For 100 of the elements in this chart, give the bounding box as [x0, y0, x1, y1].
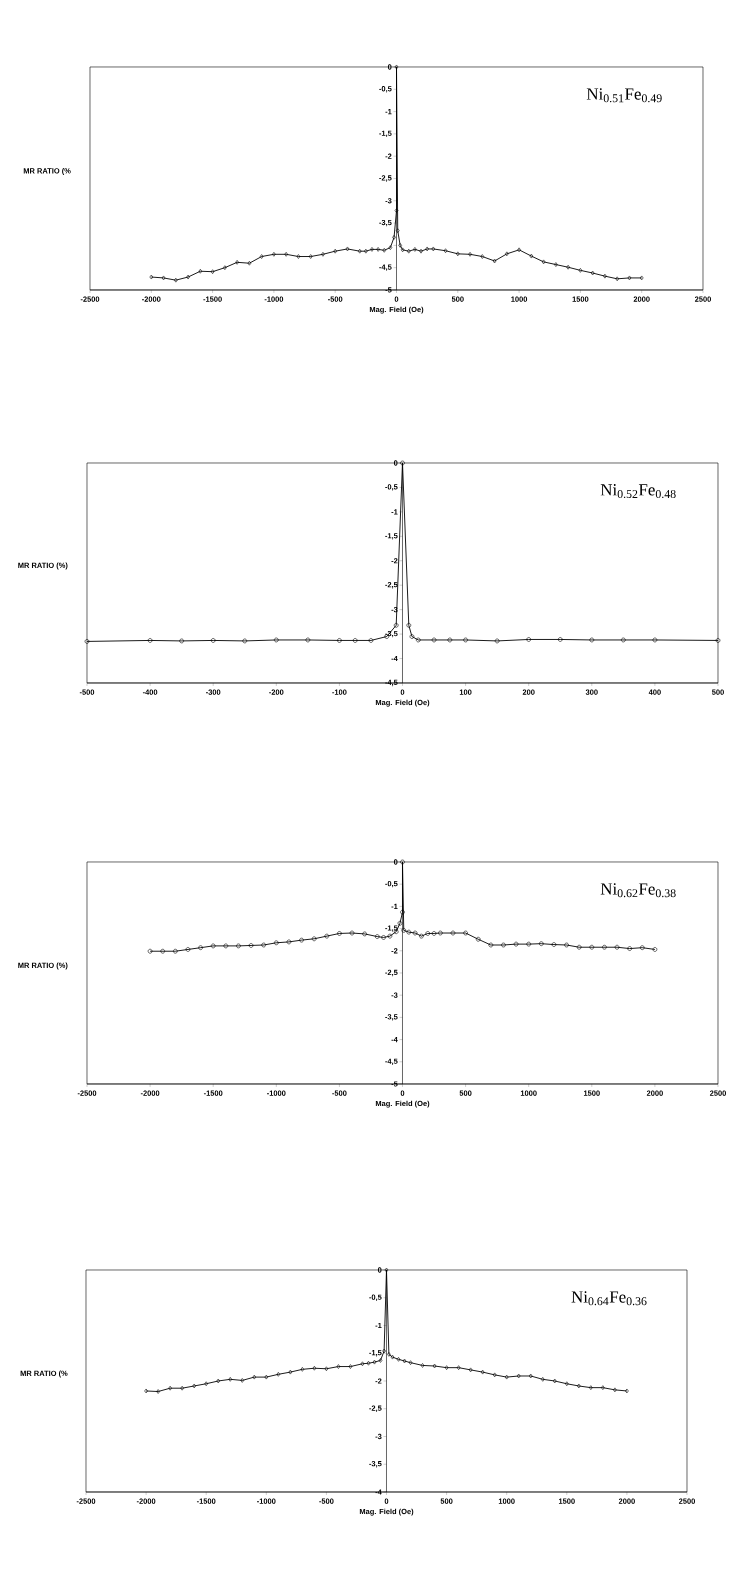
point	[161, 275, 166, 281]
point	[652, 637, 658, 643]
point	[337, 931, 342, 936]
point	[312, 1365, 317, 1371]
point	[392, 235, 396, 240]
point	[299, 937, 304, 943]
point	[210, 269, 215, 274]
point	[419, 248, 423, 254]
point	[382, 1348, 386, 1354]
point	[348, 1364, 353, 1369]
point	[578, 268, 583, 273]
point	[204, 1381, 208, 1387]
point	[259, 254, 264, 259]
point	[286, 939, 292, 945]
point	[589, 1385, 593, 1390]
point	[223, 265, 227, 270]
point	[431, 246, 436, 252]
point	[425, 246, 429, 252]
point	[557, 637, 563, 642]
point	[480, 254, 485, 259]
point	[589, 637, 595, 643]
point	[406, 929, 412, 935]
point	[516, 1373, 521, 1379]
point	[589, 944, 595, 950]
point	[590, 270, 595, 276]
point	[627, 946, 632, 951]
point	[413, 247, 417, 252]
point	[321, 252, 325, 257]
point	[252, 1374, 257, 1380]
point	[372, 1359, 377, 1365]
point	[381, 935, 386, 940]
point	[173, 948, 178, 954]
point	[419, 933, 424, 939]
point	[505, 251, 509, 257]
point	[432, 1363, 437, 1369]
point	[425, 931, 431, 936]
point	[443, 248, 448, 254]
point	[216, 1378, 221, 1384]
point	[337, 638, 342, 643]
point	[565, 1381, 569, 1387]
point	[284, 252, 288, 257]
point	[240, 1378, 245, 1383]
point	[362, 931, 367, 937]
point	[198, 945, 203, 950]
point	[528, 1373, 533, 1379]
point	[236, 943, 241, 949]
point	[261, 942, 266, 948]
point	[235, 260, 239, 265]
point	[447, 637, 453, 643]
point	[526, 941, 531, 947]
point	[396, 1357, 401, 1362]
point	[398, 243, 402, 248]
point	[492, 258, 497, 264]
point	[408, 1360, 413, 1365]
point	[468, 1367, 473, 1373]
point	[360, 1361, 365, 1367]
point	[288, 1369, 293, 1375]
point	[450, 930, 456, 936]
point	[409, 634, 415, 639]
point	[541, 259, 546, 265]
point	[621, 637, 626, 643]
point	[274, 637, 279, 643]
point	[397, 920, 403, 926]
point	[501, 942, 506, 948]
point	[210, 638, 216, 643]
point	[393, 622, 399, 628]
point	[529, 253, 534, 259]
point	[242, 638, 248, 644]
point	[333, 248, 337, 254]
point	[566, 264, 570, 270]
point	[463, 930, 468, 936]
point	[444, 1365, 449, 1370]
point	[160, 948, 166, 954]
point	[601, 1385, 605, 1390]
point	[387, 1352, 391, 1357]
point	[526, 637, 531, 642]
point	[639, 945, 645, 950]
point	[382, 247, 387, 253]
point	[402, 1358, 407, 1364]
point	[366, 1360, 371, 1366]
point	[264, 1374, 269, 1380]
point	[406, 622, 412, 628]
annotation: Ni$_{0.64}$Fe$_{0.36}$	[571, 1291, 647, 1306]
point	[192, 1383, 196, 1389]
point	[364, 248, 368, 254]
point	[374, 934, 380, 939]
point	[401, 928, 407, 933]
point	[179, 638, 184, 644]
point	[248, 943, 254, 948]
point	[352, 638, 358, 643]
point	[336, 1364, 341, 1369]
point	[504, 1374, 509, 1380]
point	[156, 1389, 160, 1394]
point	[311, 936, 317, 942]
annotation: Ni$_{0.51}$Fe$_{0.49}$	[586, 88, 662, 103]
point	[431, 931, 437, 936]
point	[296, 254, 301, 259]
point	[602, 944, 607, 950]
point	[387, 933, 393, 939]
point	[147, 638, 153, 643]
